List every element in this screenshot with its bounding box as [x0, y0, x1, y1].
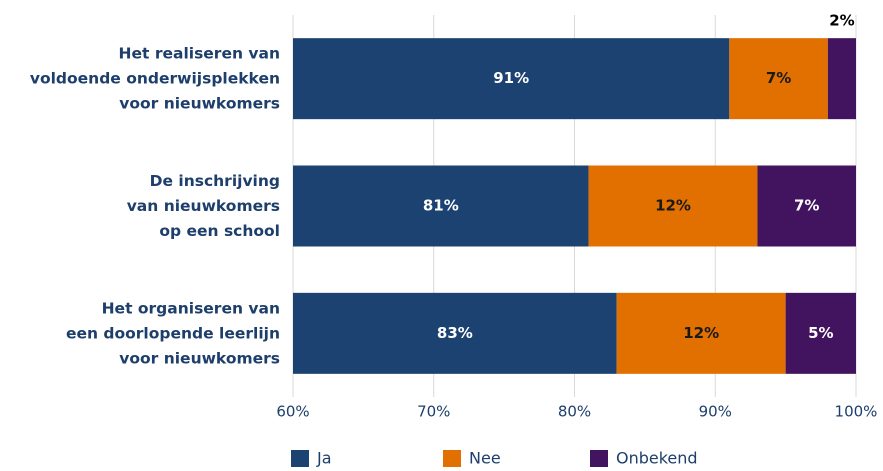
bar-segment: [293, 165, 589, 247]
bar-segment: [757, 165, 856, 247]
value-label: 2%: [829, 12, 854, 30]
legend-label: Onbekend: [616, 449, 698, 468]
x-tick-label: 60%: [276, 403, 309, 421]
category-label: De inschrijving van nieuwkomers op een sch…: [127, 172, 280, 240]
value-label: 12%: [683, 324, 719, 342]
x-tick-label: 70%: [417, 403, 450, 421]
bar-segment: [616, 292, 786, 374]
category-label: Het realiseren van voldoende onderwijsple…: [30, 44, 280, 112]
value-label: 91%: [493, 69, 529, 87]
value-label: 83%: [437, 324, 473, 342]
bar-segment: [293, 38, 730, 120]
value-label: 7%: [766, 69, 791, 87]
value-label: 12%: [655, 197, 691, 215]
legend-swatch: [443, 450, 461, 468]
category-label: Het organiseren van een doorlopende leerl…: [66, 299, 280, 367]
bar-segment: [729, 38, 828, 120]
value-label: 7%: [794, 197, 819, 215]
x-tick-label: 100%: [835, 403, 878, 421]
bar-segment: [785, 292, 856, 374]
bar-segment: [293, 292, 617, 374]
legend-swatch: [291, 450, 309, 468]
legend-swatch: [590, 450, 608, 468]
bar-segment: [827, 38, 856, 120]
legend-label: Ja: [316, 449, 332, 468]
bar-segment: [588, 165, 758, 247]
x-tick-label: 90%: [699, 403, 732, 421]
value-label: 5%: [808, 324, 833, 342]
x-tick-label: 80%: [558, 403, 591, 421]
legend-label: Nee: [469, 449, 501, 468]
value-label: 81%: [423, 197, 459, 215]
